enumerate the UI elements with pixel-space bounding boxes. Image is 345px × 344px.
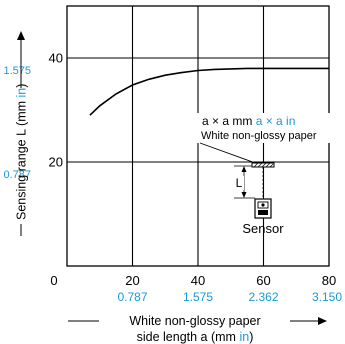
x-tick-label-0: 20 xyxy=(125,273,139,288)
y-tick-alt-label-1: 1.575 xyxy=(3,65,31,77)
x-tick-label-1: 40 xyxy=(191,273,205,288)
inset-target-label: White non-glossy paper xyxy=(201,130,317,142)
paper-hatch-4 xyxy=(265,162,271,168)
paper-hatch-2 xyxy=(257,162,263,168)
y-label-main: Sensing range L (mm xyxy=(15,97,29,220)
paper-hatch-3 xyxy=(261,162,267,168)
target-leader-line xyxy=(199,142,259,165)
inset-size-in: a × a in xyxy=(256,114,296,128)
distance-arrow-up-icon xyxy=(241,166,247,172)
x-label-line2-end: ) xyxy=(249,330,253,344)
inset-size-mm: a × a mm xyxy=(202,114,252,128)
distance-label: L xyxy=(236,176,243,190)
x-tick-label-3: 80 xyxy=(322,273,336,288)
x-tick-alt-label-3: 3.150 xyxy=(312,290,342,304)
distance-arrow-down-icon xyxy=(241,192,247,198)
distance-label-bg xyxy=(234,176,244,190)
y-axis-label: Sensing range L (mm in) xyxy=(15,31,29,236)
origin-label: 0 xyxy=(50,273,57,288)
svg-text:a × a mm a × a in: a × a mm a × a in xyxy=(202,114,295,128)
x-label-line2-unit: in xyxy=(239,330,249,344)
x-tick-label-2: 60 xyxy=(256,273,270,288)
x-tick-labels: 20 0.787 40 1.575 60 2.362 80 3.150 xyxy=(117,273,342,304)
y-tick-label-0: 20 xyxy=(49,155,63,170)
y-label-unit: in xyxy=(15,88,29,98)
svg-text:side length a (mm in): side length a (mm in) xyxy=(137,330,254,344)
y-tick-alt-label-0: 0.787 xyxy=(3,169,31,181)
svg-text:Sensing range L (mm in): Sensing range L (mm in) xyxy=(15,84,29,220)
x-label-line2-main: side length a (mm xyxy=(137,330,240,344)
y-label-arrow-icon xyxy=(17,31,25,40)
sensor-label: Sensor xyxy=(242,221,284,236)
paper-hatch-1 xyxy=(253,162,259,168)
x-label-arrow-icon xyxy=(318,317,327,325)
x-axis-label: White non-glossy paper side length a (mm… xyxy=(68,314,327,344)
sensor-icon xyxy=(254,198,272,219)
inset-background xyxy=(196,113,334,143)
sensing-range-curve xyxy=(89,67,329,116)
x-tick-alt-label-0: 0.787 xyxy=(117,290,147,304)
x-tick-alt-label-2: 2.362 xyxy=(248,290,278,304)
x-label-line1: White non-glossy paper xyxy=(129,314,260,328)
x-tick-alt-label-1: 1.575 xyxy=(183,290,213,304)
paper-hatch-5 xyxy=(269,163,274,168)
y-tick-label-1: 40 xyxy=(49,51,63,66)
setup-inset: a × a mm a × a in White non-glossy paper… xyxy=(196,113,334,236)
y-tick-labels: 20 0.787 40 1.575 xyxy=(3,51,63,182)
